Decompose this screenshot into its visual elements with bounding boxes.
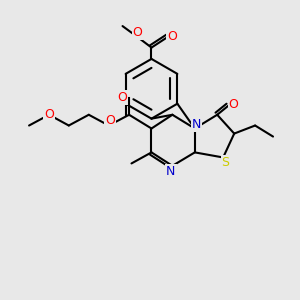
Text: N: N [192, 118, 201, 131]
Text: O: O [167, 30, 177, 43]
Text: O: O [118, 91, 128, 104]
Text: O: O [44, 108, 54, 121]
Text: N: N [166, 165, 176, 178]
Text: S: S [221, 156, 230, 169]
Text: O: O [105, 114, 115, 127]
Text: O: O [133, 26, 142, 39]
Text: O: O [229, 98, 238, 111]
